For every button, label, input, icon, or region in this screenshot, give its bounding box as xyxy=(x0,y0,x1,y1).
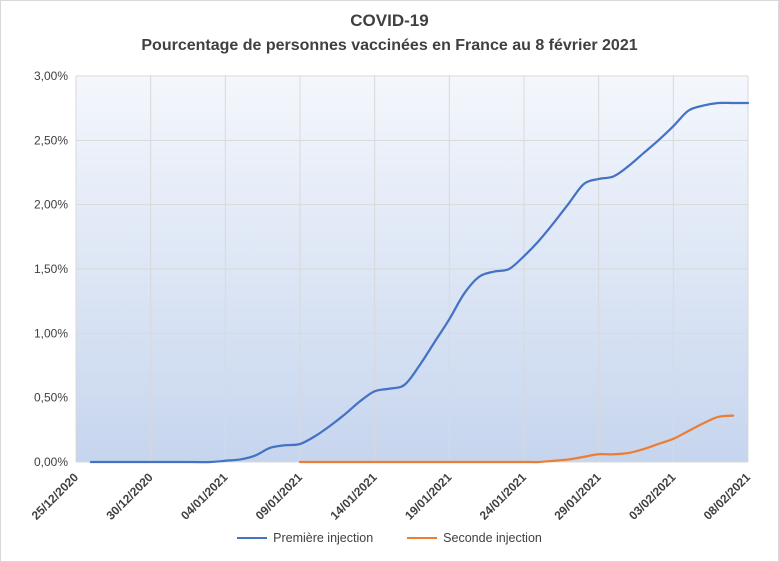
x-tick-label: 19/01/2021 xyxy=(402,470,455,523)
legend-swatch-seconde xyxy=(407,537,438,539)
chart-title: COVID-19 xyxy=(350,11,429,30)
y-tick-label: 1,50% xyxy=(34,262,68,276)
x-tick-label: 08/02/2021 xyxy=(701,470,754,523)
y-tick-label: 2,50% xyxy=(34,133,68,147)
series-line-seconde-injection xyxy=(298,414,735,464)
x-axis-ticks: 25/12/2020 30/12/2020 04/01/2021 09/01/2021… xyxy=(29,470,754,523)
x-tick-label: 09/01/2021 xyxy=(253,470,306,523)
x-tick-label: 03/02/2021 xyxy=(626,470,679,523)
y-tick-label: 3,00% xyxy=(34,69,68,83)
y-axis-ticks: 0,00% 0,50% 1,00% 1,50% 2,00% 2,50% 3,00% xyxy=(34,69,68,469)
x-tick-label: 14/01/2021 xyxy=(327,470,380,523)
legend: Première injection Seconde injection xyxy=(0,531,779,545)
y-tick-label: 1,00% xyxy=(34,326,68,340)
y-tick-label: 2,00% xyxy=(34,198,68,212)
legend-label-seconde: Seconde injection xyxy=(443,531,542,545)
x-tick-label: 30/12/2020 xyxy=(103,470,156,523)
x-tick-label: 29/01/2021 xyxy=(551,470,604,523)
y-tick-label: 0,00% xyxy=(34,455,68,469)
legend-swatch-premiere xyxy=(237,537,268,539)
y-tick-label: 0,50% xyxy=(34,391,68,405)
legend-item-seconde: Seconde injection xyxy=(407,531,542,545)
legend-item-premiere: Première injection xyxy=(237,531,373,545)
chart-subtitle: Pourcentage de personnes vaccinées en Fr… xyxy=(141,37,638,54)
series-line-premiere-injection xyxy=(89,101,750,464)
series-lines xyxy=(89,101,750,464)
legend-label-premiere: Première injection xyxy=(273,531,374,545)
x-tick-label: 25/12/2020 xyxy=(29,470,82,523)
x-tick-label: 24/01/2021 xyxy=(477,470,530,523)
x-tick-label: 04/01/2021 xyxy=(178,470,231,523)
